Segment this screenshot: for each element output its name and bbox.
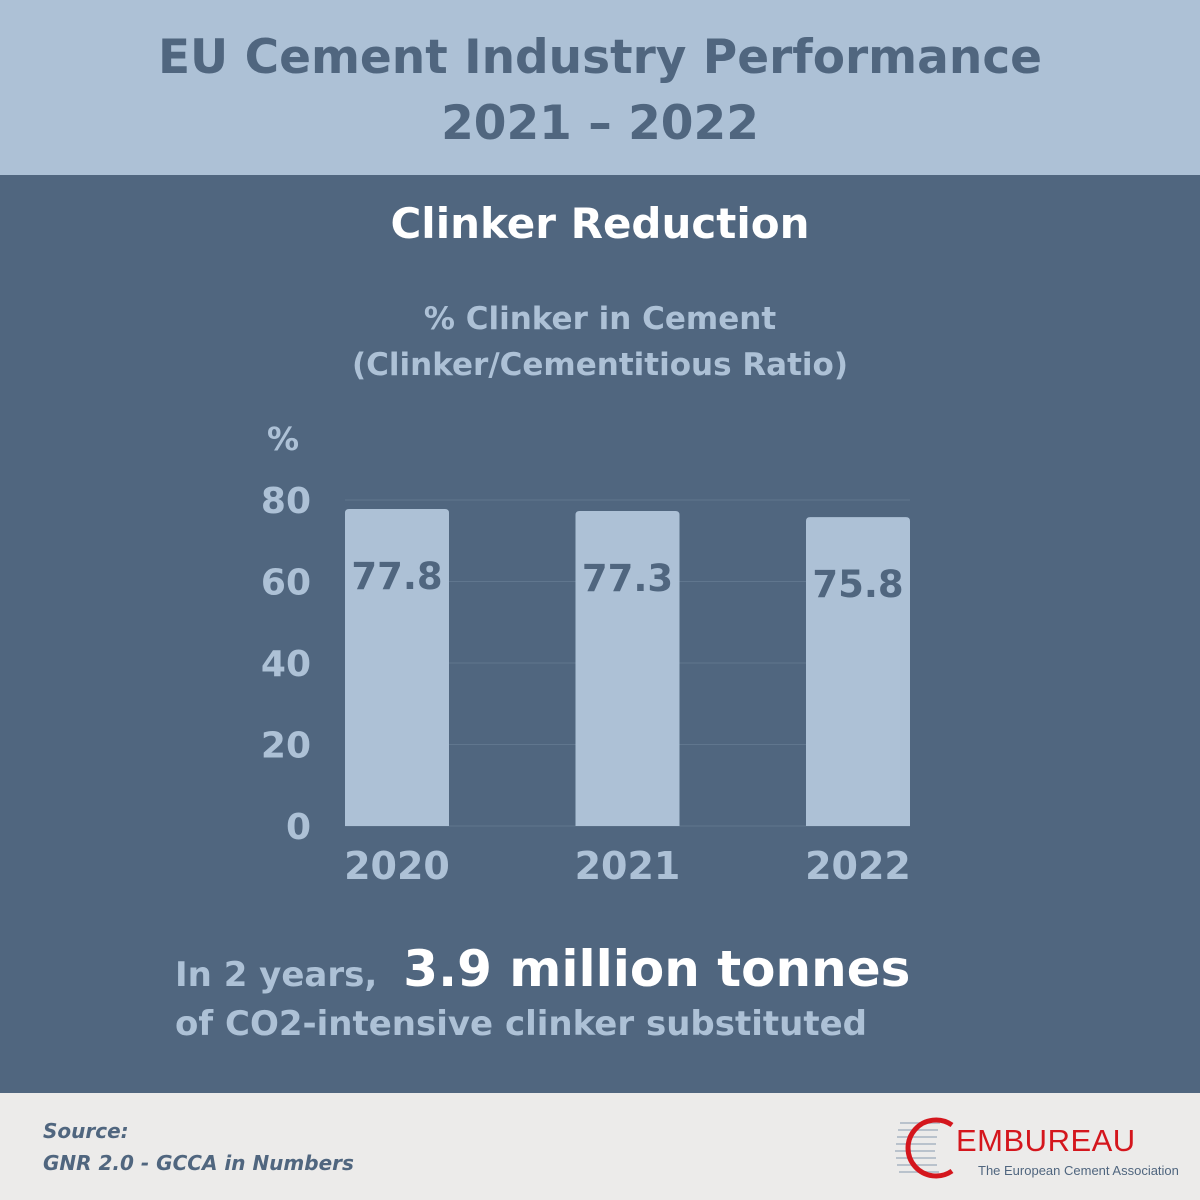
y-tick-label-1: 20 (261, 726, 311, 767)
bar-2022 (806, 517, 910, 826)
bar-chart: 0 20 40 60 80% 77.8 2020 77.3 2021 75.8 2022 (261, 420, 911, 888)
page-title-line1: EU Cement Industry Performance (157, 30, 1043, 85)
cembureau-logo: EMBUREAU The European Cement Association (894, 1113, 1179, 1183)
summary-suffix: of CO2-intensive clinker substituted (175, 1004, 868, 1044)
chart-title: % Clinker in Cement (423, 301, 777, 337)
logo-tagline: The European Cement Association (978, 1163, 1179, 1178)
y-tick-label-0: 0 (286, 807, 311, 848)
chart-title-block: % Clinker in Cement (Clinker/Cementitiou… (0, 296, 1200, 388)
summary-block: In 2 years, 3.9 million tonnes of CO2-in… (175, 940, 1075, 1044)
x-tick-label-2021: 2021 (575, 844, 681, 888)
bar-value-label-2020: 77.8 (351, 555, 442, 598)
header-banner: EU Cement Industry Performance 2021 – 20… (0, 0, 1200, 175)
logo-c-mark-icon (895, 1117, 954, 1179)
bar-value-label-2022: 75.8 (812, 563, 903, 606)
y-tick-label-3: 60 (261, 563, 311, 604)
logo-wordmark: EMBUREAU (956, 1123, 1136, 1158)
section-title: Clinker Reduction (390, 199, 810, 248)
footer: Source: GNR 2.0 - GCCA in Numbers EMBURE… (0, 1093, 1200, 1200)
x-tick-label-2020: 2020 (344, 844, 450, 888)
bar-2020 (345, 508, 449, 826)
source-text: GNR 2.0 - GCCA in Numbers (43, 1151, 354, 1175)
y-axis-label: % (267, 420, 299, 458)
x-tick-label-2022: 2022 (805, 844, 911, 888)
source-label: Source: (43, 1119, 129, 1143)
page-title-line2: 2021 – 2022 (441, 96, 759, 151)
bar-2021 (575, 511, 680, 826)
y-tick-label-4: 80 (261, 481, 311, 522)
bar-value-label-2021: 77.3 (582, 557, 673, 600)
source-note: Source: GNR 2.0 - GCCA in Numbers (43, 1115, 354, 1179)
y-tick-label-2: 40 (261, 644, 311, 685)
summary-highlight: 3.9 million tonnes (403, 940, 911, 998)
summary-prefix: In 2 years, (175, 955, 378, 995)
chart-subtitle: (Clinker/Cementitious Ratio) (351, 347, 849, 383)
